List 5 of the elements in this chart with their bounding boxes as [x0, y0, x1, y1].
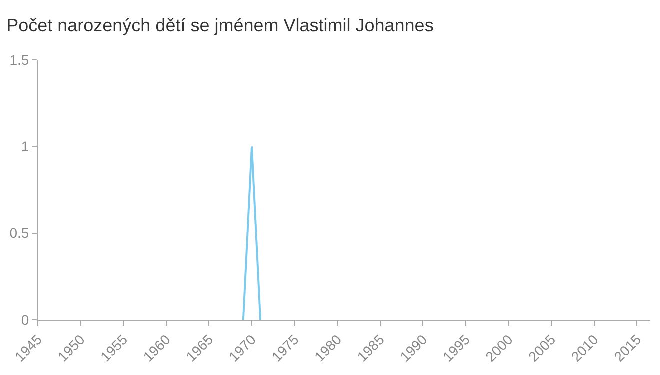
y-tick-label: 1	[21, 138, 30, 155]
chart-title: Počet narozených dětí se jménem Vlastimil Johannes	[6, 15, 434, 36]
y-tick-label: 0	[21, 312, 30, 328]
y-tick-label: 0.5	[10, 225, 30, 242]
y-tick-label: 1.5	[10, 52, 30, 68]
